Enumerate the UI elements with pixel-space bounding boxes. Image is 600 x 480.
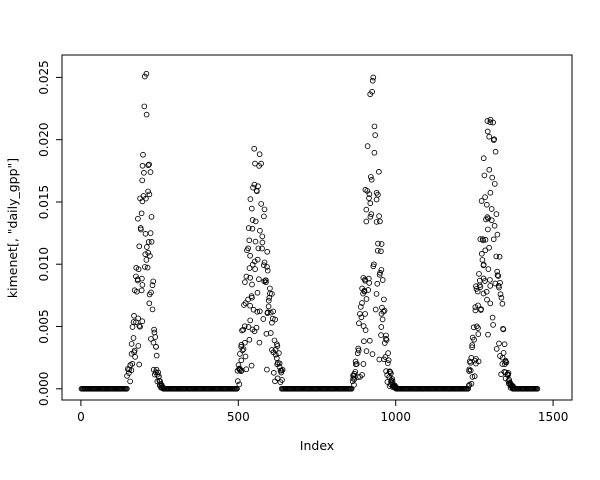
x-tick-label: 0	[77, 410, 85, 424]
y-tick-label: 0.015	[37, 185, 51, 219]
x-tick-label: 500	[227, 410, 250, 424]
plot-border	[61, 54, 573, 401]
y-tick-label: 0.020	[37, 123, 51, 157]
x-tick-label: 1000	[380, 410, 411, 424]
x-tick-label: 1500	[538, 410, 569, 424]
y-axis-label: kimenet[, "daily_gpp"]	[5, 158, 20, 298]
y-tick-label: 0.010	[37, 247, 51, 281]
x-axis-ticks: 0 500 1000 1500	[77, 400, 568, 424]
y-tick-label: 0.025	[37, 60, 51, 94]
data-points	[78, 70, 541, 392]
x-axis-label: Index	[300, 438, 334, 453]
y-axis-ticks: 0.000 0.005 0.010 0.015 0.020 0.025	[37, 60, 62, 406]
y-tick-label: 0.000	[37, 372, 51, 406]
y-tick-label: 0.005	[37, 309, 51, 343]
